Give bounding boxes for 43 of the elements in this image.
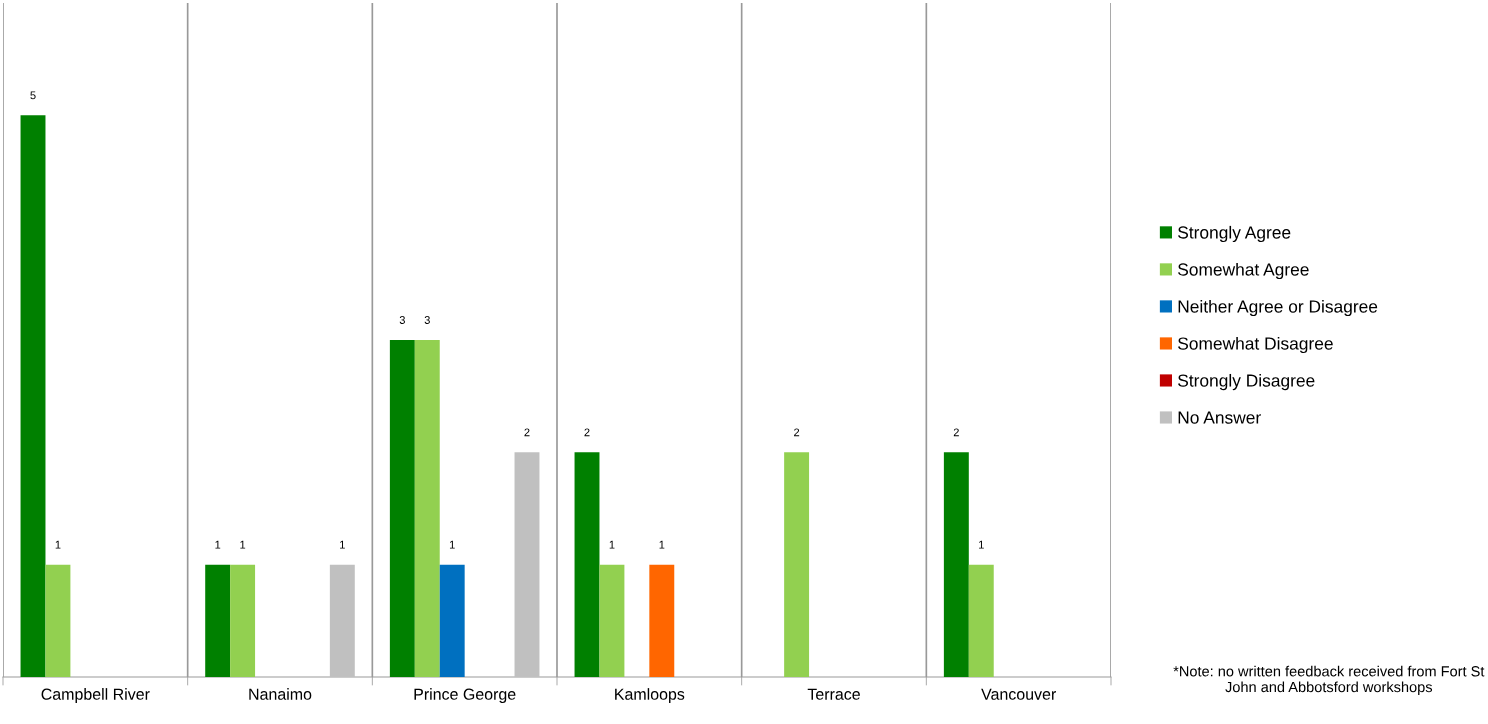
x-tick-label: Kamloops: [615, 688, 685, 703]
x-tick-label: Terrace: [807, 688, 860, 700]
bar: [943, 452, 969, 677]
data-label: 5: [30, 91, 36, 100]
data-label: 1: [449, 540, 455, 549]
data-label: 2: [953, 428, 959, 437]
bar: [389, 340, 415, 677]
bar: [574, 452, 600, 677]
legend-label: Neither Agree or Disagree: [1178, 299, 1378, 317]
bar: [968, 564, 994, 677]
legend-label: No Answer: [1178, 411, 1261, 424]
bar: [514, 452, 540, 677]
x-tick-label: Campbell River: [41, 688, 150, 703]
bar: [230, 564, 256, 677]
data-label: 1: [55, 540, 61, 549]
x-tick-label: Prince George: [414, 688, 516, 703]
data-label: 3: [424, 316, 430, 324]
bar: [599, 564, 625, 677]
data-label: 1: [979, 540, 984, 549]
data-label: 1: [659, 540, 665, 549]
data-label: 3: [399, 316, 405, 324]
legend-label: Somewhat Agree: [1178, 262, 1309, 280]
legend-label: Strongly Disagree: [1178, 373, 1315, 391]
bar: [45, 564, 71, 677]
bar: [414, 340, 440, 677]
data-label: 1: [609, 540, 615, 549]
data-label: 2: [524, 428, 530, 437]
data-label: 2: [794, 428, 800, 437]
x-tick-label: Nanaimo: [249, 688, 312, 700]
bar: [20, 115, 46, 677]
legend-label: Somewhat Disagree: [1178, 336, 1333, 354]
bar: [205, 564, 231, 677]
x-tick-label: Vancouver: [981, 688, 1056, 700]
data-label: 1: [215, 540, 221, 549]
data-label: 2: [584, 428, 590, 437]
data-label: 1: [340, 540, 345, 549]
data-label: 1: [240, 540, 246, 549]
legend-label: Strongly Agree: [1178, 225, 1291, 243]
bar: [649, 564, 675, 677]
bar: [784, 452, 810, 677]
text: *Note: no written feedback received from Fort St John and Abbotsford workshops: [1173, 665, 1485, 696]
bar: [329, 564, 355, 677]
bar: [439, 564, 465, 677]
